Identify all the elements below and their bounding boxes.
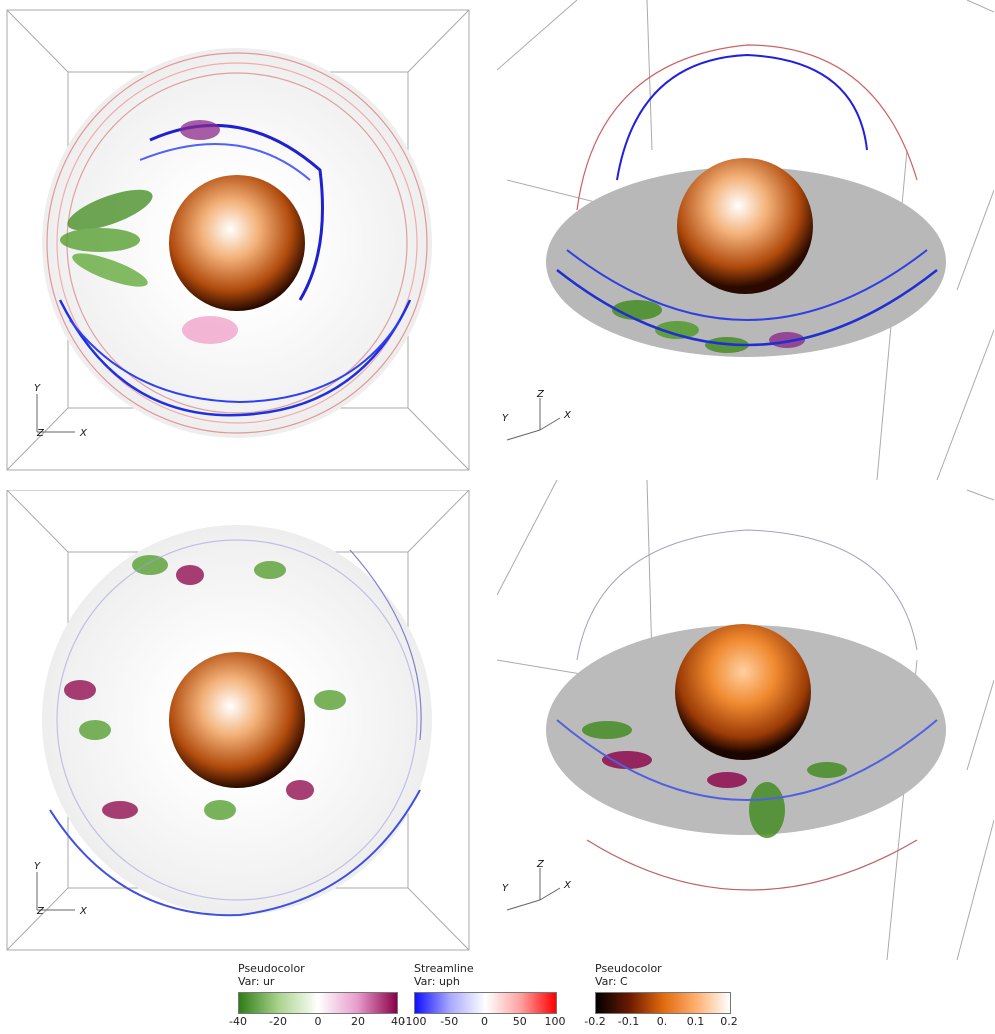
panel-top-right: X Z Y bbox=[497, 0, 994, 485]
axis-label-y: Y bbox=[34, 383, 41, 394]
axis-label-x: X bbox=[563, 880, 572, 891]
tick-label: -40 bbox=[229, 1015, 247, 1028]
axis-label-z: Z bbox=[36, 906, 45, 917]
colorbar-variable: Var: C bbox=[595, 975, 628, 988]
colorbar-ticks: -100 -50 0 50 100 bbox=[402, 1015, 566, 1029]
axis-label-x: X bbox=[563, 410, 572, 421]
axis-label-z: Z bbox=[536, 859, 545, 870]
tick-label: 20 bbox=[351, 1015, 365, 1028]
tick-label: 0 bbox=[314, 1015, 322, 1028]
axis-label-z: Z bbox=[36, 428, 45, 439]
tick-label: -0.2 bbox=[584, 1015, 606, 1028]
colorbar-title: Streamline bbox=[414, 962, 474, 975]
tick-label: -20 bbox=[269, 1015, 287, 1028]
colorbar-uph: Streamline Var: uph -100 -50 0 50 100 bbox=[402, 962, 574, 1029]
axis-label-y: Y bbox=[34, 861, 41, 872]
tick-label: -100 bbox=[401, 1015, 427, 1028]
colorbar-ticks: -0.2 -0.1 0. 0.1 0.2 bbox=[584, 1015, 737, 1029]
colorbar-ur: Pseudocolor Var: ur -40 -20 0 20 40 bbox=[229, 962, 405, 1029]
panel-top-left: X Y Z bbox=[0, 0, 497, 485]
tick-label: 0 bbox=[481, 1015, 488, 1028]
tick-label: 40 bbox=[391, 1015, 405, 1028]
render-oblique-view-1: X Z Y bbox=[497, 0, 994, 481]
axis-label-y: Y bbox=[502, 413, 509, 424]
colorbar-title: Pseudocolor bbox=[238, 962, 305, 975]
colorbar-gradient bbox=[595, 992, 731, 1014]
axis-label-x: X bbox=[79, 428, 88, 439]
tick-label: -0.1 bbox=[617, 1015, 640, 1028]
colorbar-title: Pseudocolor bbox=[595, 962, 662, 975]
colorbar-variable: Var: uph bbox=[414, 975, 460, 988]
tick-label: 0.1 bbox=[686, 1015, 705, 1028]
tick-label: 0.2 bbox=[720, 1015, 738, 1028]
render-top-view-1: X Y Z bbox=[6, 9, 470, 471]
colorbar-ticks: -40 -20 0 20 40 bbox=[229, 1015, 405, 1029]
axis-label-y: Y bbox=[502, 883, 509, 894]
colorbar-gradient bbox=[414, 992, 557, 1014]
tick-label: 0. bbox=[656, 1015, 668, 1028]
colorbar-variable: Var: ur bbox=[238, 975, 275, 988]
colorbar-c: Pseudocolor Var: C -0.2 -0.1 0. 0.1 0.2 bbox=[584, 962, 755, 1029]
tick-label: 50 bbox=[512, 1015, 527, 1028]
render-oblique-view-2: X Z Y bbox=[497, 480, 994, 960]
axis-label-x: X bbox=[79, 906, 88, 917]
axis-label-z: Z bbox=[536, 389, 545, 400]
tick-label: -50 bbox=[440, 1015, 459, 1028]
colorbar-gradient bbox=[238, 992, 398, 1014]
render-top-view-2: X Y Z bbox=[6, 490, 470, 951]
panel-bottom-left: X Y Z bbox=[0, 490, 497, 975]
tick-label: 100 bbox=[544, 1015, 566, 1028]
panel-bottom-right: X Z Y bbox=[497, 480, 994, 965]
